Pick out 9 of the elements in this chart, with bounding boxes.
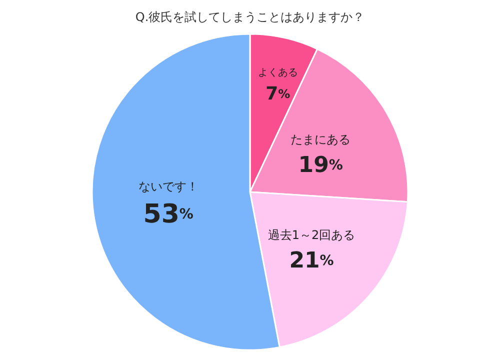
chart-title: Q.彼氏を試してしまうことはありますか？ bbox=[135, 10, 365, 24]
slice-label: 過去1～2回ある bbox=[268, 228, 356, 242]
data-label: 19% bbox=[298, 152, 343, 178]
slice-label: たまにある bbox=[290, 132, 351, 146]
slice-label: よくある bbox=[258, 67, 298, 78]
data-label: 21% bbox=[289, 248, 334, 274]
data-label: 7% bbox=[266, 83, 290, 104]
slice-label: ないです！ bbox=[138, 180, 198, 194]
data-label: 53% bbox=[143, 200, 194, 230]
